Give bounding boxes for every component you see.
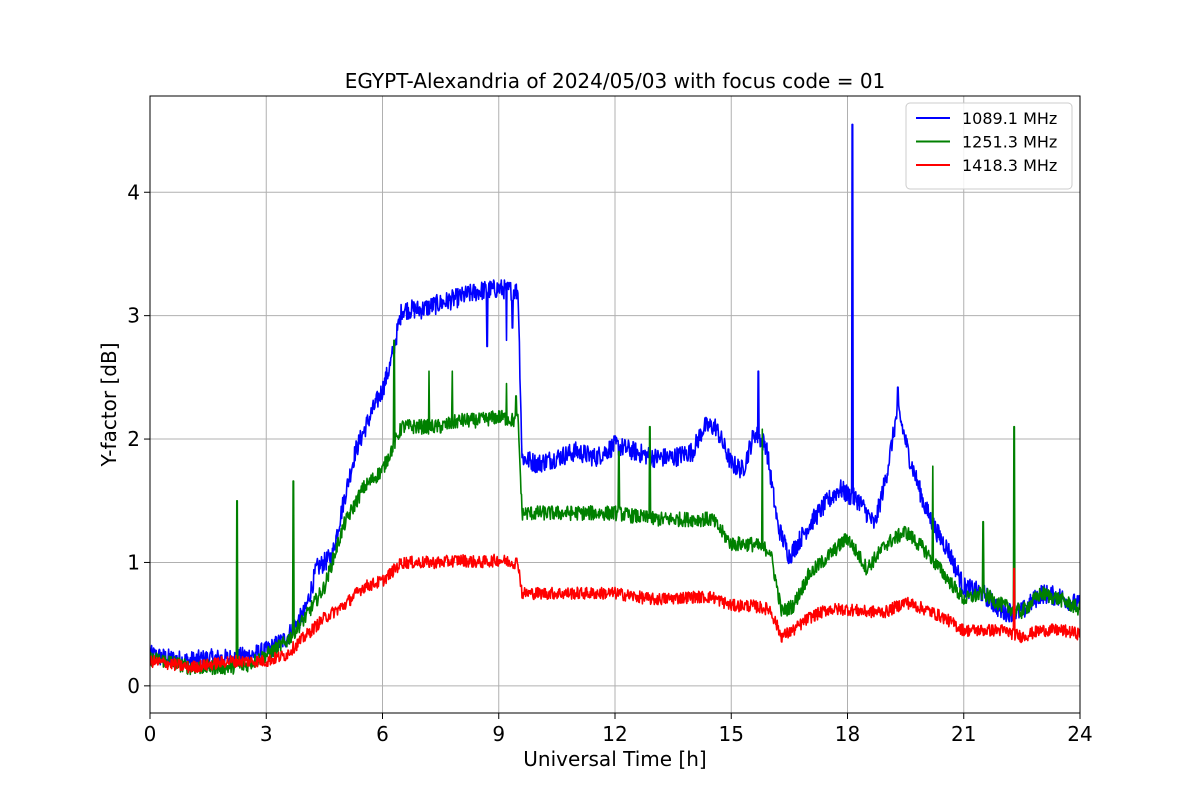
x-tick-label: 0	[144, 722, 157, 746]
series-line-1	[150, 123, 1080, 672]
x-tick-label: 6	[376, 722, 389, 746]
series-layer	[150, 123, 1080, 676]
x-tick-label: 18	[835, 722, 860, 746]
x-tick-label: 21	[951, 722, 976, 746]
y-axis-label: Y-factor [dB]	[97, 342, 121, 467]
series-line-2	[150, 339, 1080, 676]
x-tick-label: 9	[492, 722, 505, 746]
legend-label: 1089.1 MHz	[962, 109, 1057, 128]
x-tick-label: 15	[719, 722, 744, 746]
chart-title: EGYPT-Alexandria of 2024/05/03 with focu…	[345, 69, 886, 93]
y-tick-label: 3	[127, 304, 140, 328]
y-tick-label: 2	[127, 427, 140, 451]
x-tick-label: 12	[602, 722, 627, 746]
x-axis-label: Universal Time [h]	[523, 747, 706, 771]
legend-box	[905, 102, 1073, 190]
y-tick-label: 0	[127, 674, 140, 698]
legend-label: 1418.3 MHz	[962, 156, 1057, 175]
legend-label: 1251.3 MHz	[962, 133, 1057, 152]
legend: 1089.1 MHz 1251.3 MHz 1418.3 MHz	[905, 102, 1073, 190]
series-line-3	[150, 553, 1080, 674]
y-tick-label: 1	[127, 550, 140, 574]
x-tick-label: 3	[260, 722, 273, 746]
x-tick-label: 24	[1067, 722, 1092, 746]
y-tick-label: 4	[127, 180, 140, 204]
